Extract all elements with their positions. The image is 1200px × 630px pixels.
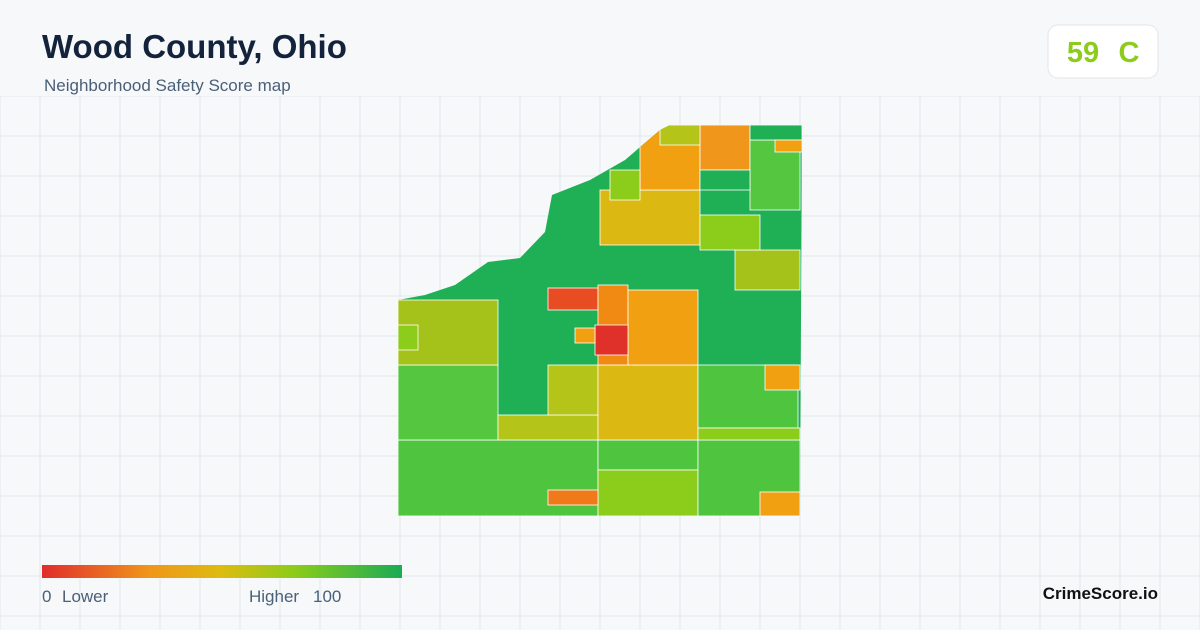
brand: CrimeScore.io (1043, 584, 1158, 603)
header-bg (0, 0, 1200, 96)
score-grade: C (1119, 37, 1140, 69)
legend-max-label: Higher (249, 587, 299, 606)
title: Wood County, Ohio (42, 28, 347, 65)
legend-scale (42, 565, 402, 578)
subtitle: Neighborhood Safety Score map (44, 76, 291, 95)
legend-min-label: Lower (62, 587, 109, 606)
legend-max: 100 (313, 587, 341, 606)
score-value: 59 (1067, 37, 1099, 69)
county-map (398, 125, 802, 516)
score-box (1047, 24, 1159, 79)
legend-min: 0 (42, 587, 51, 606)
